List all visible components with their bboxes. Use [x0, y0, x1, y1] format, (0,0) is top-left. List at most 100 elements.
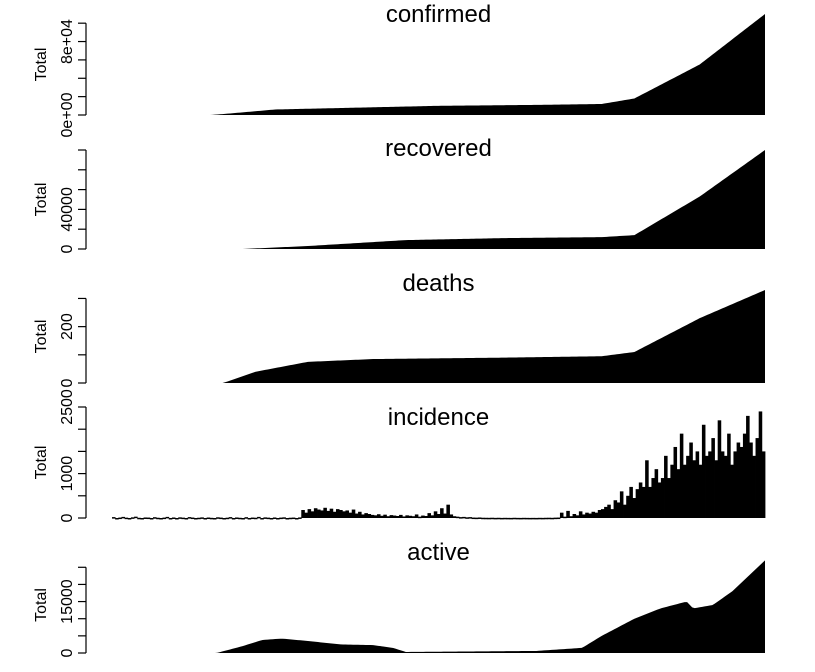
bar: [257, 516, 261, 519]
bar: [222, 518, 226, 520]
bar: [566, 510, 570, 518]
y-tick-label: 40000: [59, 187, 76, 232]
bar: [698, 464, 703, 518]
bar: [376, 514, 381, 518]
bar: [471, 517, 476, 520]
bar: [522, 517, 526, 520]
bar: [569, 516, 573, 518]
bar: [137, 517, 141, 520]
bar: [291, 517, 296, 520]
bar: [459, 517, 463, 519]
bar: [320, 510, 324, 518]
bar: [440, 508, 444, 518]
bar: [676, 469, 681, 518]
bar: [386, 516, 390, 518]
bar: [130, 517, 135, 519]
bar: [178, 517, 182, 519]
panel-confirmed: confirmed 0e+00 8e+04 Total: [33, 1, 765, 137]
bar: [597, 510, 602, 518]
bar: [509, 517, 514, 520]
bar: [203, 518, 208, 520]
bar: [689, 442, 693, 518]
bar: [626, 495, 630, 518]
bar: [370, 514, 375, 518]
bar: [216, 517, 220, 519]
bar: [253, 517, 258, 520]
bar: [260, 518, 264, 520]
area-series: [112, 150, 765, 249]
bar: [197, 517, 201, 520]
bar: [392, 515, 397, 518]
bar: [708, 451, 712, 518]
y-tick-label: 0: [59, 378, 76, 387]
panel-title: confirmed: [386, 1, 491, 28]
bar: [474, 517, 479, 520]
bar: [632, 498, 637, 518]
bar: [383, 514, 387, 518]
bar: [134, 516, 138, 519]
bar: [692, 460, 696, 518]
bar: [115, 518, 119, 520]
bar: [673, 446, 678, 518]
bar: [171, 517, 176, 519]
bar: [345, 510, 349, 518]
bar: [496, 517, 501, 520]
bar: [528, 517, 532, 520]
bar: [667, 478, 671, 518]
bar: [288, 517, 293, 520]
area-series: [112, 290, 765, 383]
bar: [424, 516, 428, 518]
bar: [361, 514, 365, 518]
bar: [307, 509, 312, 518]
bar: [430, 515, 435, 518]
bar: [733, 451, 737, 518]
bar: [418, 516, 422, 519]
bar: [250, 517, 255, 520]
bar: [266, 517, 271, 520]
bar: [512, 517, 517, 520]
bar: [411, 516, 416, 518]
bar: [623, 504, 627, 518]
bar: [244, 517, 249, 519]
bar: [730, 464, 734, 518]
bar: [146, 517, 151, 520]
bar: [481, 517, 485, 520]
y-axis-label: Total: [33, 183, 50, 217]
bar: [682, 464, 687, 518]
bar: [225, 517, 230, 520]
bar: [654, 469, 659, 518]
bar: [168, 518, 173, 520]
bar: [455, 516, 460, 519]
bar: [531, 517, 536, 520]
bar: [714, 460, 719, 518]
bar: [159, 518, 163, 520]
bar: [329, 508, 334, 518]
bar: [534, 517, 539, 520]
bar: [200, 517, 204, 519]
bar: [162, 517, 167, 520]
bar: [752, 455, 756, 518]
y-axis-label: Total: [33, 588, 50, 622]
bar: [468, 517, 473, 519]
bar: [575, 515, 580, 518]
bar: [648, 486, 652, 518]
bar: [367, 514, 372, 518]
bar: [143, 517, 148, 519]
bar: [421, 515, 425, 518]
y-tick-label: 0e+00: [59, 92, 76, 137]
bar: [153, 517, 157, 519]
bar: [541, 517, 545, 520]
bar: [582, 514, 586, 518]
bar: [310, 511, 315, 518]
bar: [443, 513, 447, 518]
bar: [487, 517, 491, 520]
bar: [717, 420, 722, 518]
bar: [607, 504, 611, 518]
bar: [354, 513, 359, 518]
bar: [304, 512, 308, 518]
bar: [503, 517, 507, 520]
bar: [755, 438, 760, 518]
bar: [364, 513, 368, 518]
bar: [462, 516, 466, 519]
